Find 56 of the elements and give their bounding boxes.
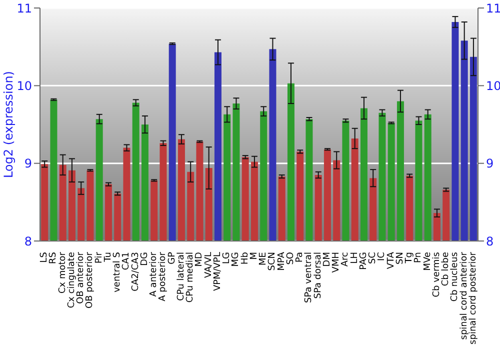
x-tick-label: MD — [194, 252, 205, 267]
x-tick-label: PAG — [358, 252, 369, 270]
x-tick-label: Cx cingulate — [66, 252, 77, 308]
y2-tick-label: 8 — [486, 234, 494, 248]
x-tick-label: SPa ventral — [304, 252, 314, 303]
x-tick-label: SPa dorsal — [313, 252, 324, 299]
x-tick-label: M — [249, 252, 260, 260]
x-tick-label: SC — [368, 252, 378, 264]
x-tick-label: Cx motor — [58, 252, 68, 294]
y-tick-label: 8 — [24, 234, 32, 248]
x-tick-label: IC — [377, 252, 388, 261]
x-tick-label: VPM/VPL — [212, 252, 223, 291]
x-tick-label: MG — [231, 252, 242, 267]
x-tick-label: Tu — [103, 252, 114, 263]
x-tick-label: VTA — [386, 251, 396, 270]
x-tick-label: A posterior — [158, 252, 168, 302]
x-tick-label: Cb nucleus — [450, 252, 460, 302]
x-tick-label: Tg — [404, 252, 415, 264]
x-tick-label: Pir — [94, 252, 104, 264]
x-tick-label: SO — [286, 252, 296, 265]
x-tick-label: CPu lateral — [176, 252, 186, 301]
x-tick-label: MPA — [276, 251, 287, 271]
x-tick-label: SN — [395, 252, 406, 264]
x-tick-label: VA/VL — [204, 252, 214, 278]
y-tick-label: 9 — [24, 156, 32, 171]
x-tick-label: Arc — [340, 252, 351, 267]
x-tick-label: CA1 — [122, 252, 132, 270]
x-tick-label: Pa — [295, 252, 306, 263]
x-tick-label: LS — [40, 252, 50, 263]
x-tick-label: OB posterior — [85, 252, 96, 309]
y-tick-label: 10 — [16, 78, 32, 93]
x-tick-label: Pn — [414, 252, 424, 263]
y-tick-label: 11 — [16, 1, 32, 16]
x-tick-label: MVe — [422, 252, 433, 271]
x-tick-label: LG — [222, 252, 232, 264]
x-tick-label: DM — [322, 252, 332, 267]
y2-tick-label: 11 — [486, 1, 500, 16]
y-axis-title: Log2 (expression) — [1, 71, 16, 178]
x-tick-label: RS — [48, 252, 59, 264]
x-tick-label: LH — [350, 252, 360, 264]
x-tick-label: VMH — [332, 252, 342, 273]
x-tick-label: GP — [167, 251, 178, 264]
x-tick-label: OB anterior — [76, 252, 86, 304]
y2-tick-label: 9 — [486, 156, 494, 171]
x-tick-label: DG — [140, 252, 150, 266]
x-tick-label: Hb — [240, 252, 250, 264]
x-tick-label: spinal cord posterior — [468, 252, 478, 344]
x-tick-label: A anterior — [149, 252, 160, 297]
x-tick-label: spinal cord anterior — [459, 252, 470, 340]
x-tick-label: SCN — [268, 252, 278, 271]
x-tick-label: Cb vermis — [432, 252, 442, 298]
x-tick-label: CPu medial — [186, 252, 196, 303]
x-tick-label: CA2/CA3 — [130, 252, 141, 292]
x-tick-label: ventral S — [112, 252, 123, 292]
x-tick-label: ME — [258, 252, 269, 266]
x-tick-label: Cb lobe — [441, 252, 452, 286]
